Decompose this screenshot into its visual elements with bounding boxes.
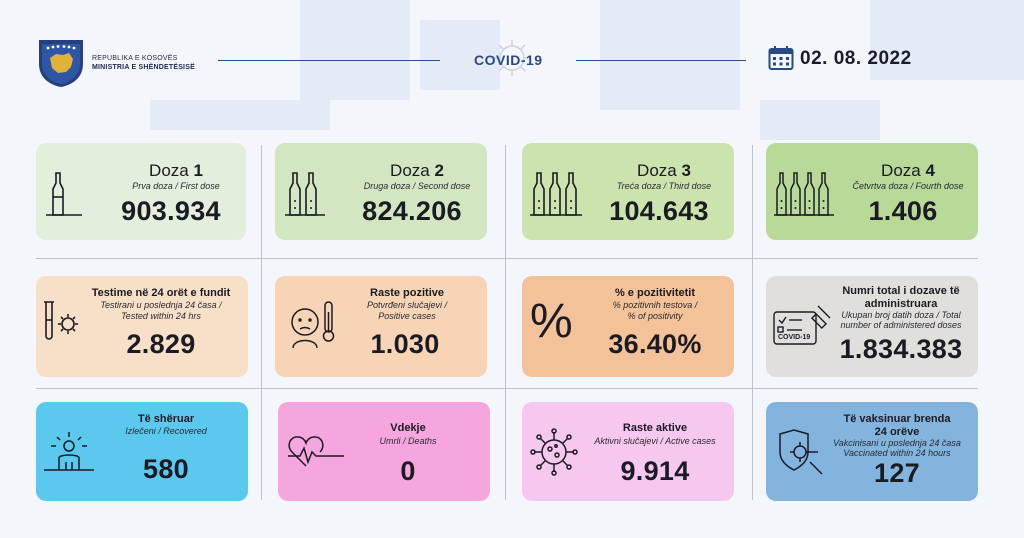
deaths-title: Vdekje [390,422,426,434]
dose-4-card: Doza 4 Četvrtva doza / Fourth dose 1.406 [766,143,978,240]
row-divider [36,258,978,259]
covid-title: COVID-19 [474,52,543,68]
vials-three-icon [530,172,582,216]
dose-title-word: Doza [881,161,921,180]
dose-title-number: 4 [925,161,935,180]
positivity-subtitle-2: % of positivity [627,311,683,321]
dose-1-value: 903.934 [121,196,221,226]
deaths-subtitle: Umrli / Deaths [379,436,437,446]
positivity-card: % % e pozitivitetit % pozitivnih testova… [522,276,734,377]
dose-title-word: Doza [637,161,677,180]
testing-value: 2.829 [126,329,196,359]
testing-title: Testime në 24 orët e fundit [91,287,231,299]
ministry-label: REPUBLIKA E KOSOVËS MINISTRIA E SHËNDETË… [92,55,195,72]
positive-card: Raste pozitive Potvrđeni slučajevi / Pos… [275,276,487,377]
heartbeat-icon [288,436,344,467]
kosovo-emblem-icon [39,40,83,87]
active-cases-value: 9.914 [620,456,690,486]
covid-card-label: COVID-19 [778,334,811,341]
header: REPUBLIKA E KOSOVËS MINISTRIA E SHËNDETË… [0,0,1024,100]
dose-title-number: 3 [681,161,691,180]
dose-1-card: Doza 1 Prva doza / First dose 903.934 [36,143,246,240]
positivity-title: % e pozitivitetit [614,287,696,299]
dose-3-title: Doza 3 [614,161,714,181]
active-cases-title: Raste aktive [622,422,688,434]
dose-4-value: 1.406 [868,196,938,226]
dose-4-title: Doza 4 [858,161,958,181]
testing-card: Testime në 24 orët e fundit Testirani u … [36,276,248,377]
deaths-card: Vdekje Umrli / Deaths 0 [278,402,490,501]
positive-title: Raste pozitive [370,287,444,299]
dose-2-value: 824.206 [362,196,462,226]
dose-3-subtitle: Treća doza / Third dose [616,181,712,191]
dose-title-word: Doza [390,161,430,180]
row-divider [36,388,978,389]
total-doses-card: COVID-19 Numri total i dozave të adminis… [766,276,978,377]
dose-4-subtitle: Četvrtva doza / Fourth dose [852,181,964,191]
positivity-subtitle-1: % pozitivnih testova / [612,300,698,310]
sick-person-thermometer-icon [291,301,335,349]
column-divider [505,145,506,500]
shield-virus-icon [779,429,823,475]
vials-two-icon [285,172,325,216]
active-cases-card: Raste aktive Aktivni slučajevi / Active … [522,402,734,501]
total-doses-subtitle-1: Ukupan broj datih doza / Total [841,310,961,320]
dose-title-number: 1 [193,161,203,180]
testing-subtitle-2: Tested within 24 hrs [121,311,201,321]
recovered-person-icon [44,432,94,471]
vials-four-icon [774,172,834,216]
dose-title-number: 2 [434,161,444,180]
dose-2-subtitle: Druga doza / Second dose [363,181,471,191]
percent-icon: % [530,295,573,348]
vaccinated-title-2: 24 orëve [874,426,920,438]
coronavirus-icon [530,428,578,476]
recovered-subtitle: Izlečeni / Recovered [125,426,207,436]
dose-2-title: Doza 2 [367,161,467,181]
recovered-title: Të shëruar [137,413,195,425]
recovered-value: 580 [143,454,189,484]
report-date: 02. 08. 2022 [800,48,912,69]
total-doses-title-1: Numri total i dozave të [842,285,960,297]
vaccinated-value: 127 [874,458,920,488]
total-doses-subtitle-2: number of administered doses [840,320,962,330]
vaccinated-subtitle-1: Vakcinisani u poslednja 24 časa [833,438,961,448]
dose-title-word: Doza [149,161,189,180]
virus-icon [494,40,530,76]
positive-value: 1.030 [370,329,440,359]
dose-3-card: Doza 3 Treća doza / Third dose 104.643 [522,143,734,240]
dose-2-card: Doza 2 Druga doza / Second dose 824.206 [275,143,487,240]
vaccinated-title-1: Të vaksinuar brenda [843,413,951,425]
positivity-value: 36.40% [608,329,702,359]
ministry-line2: MINISTRIA E SHËNDETËSISË [92,63,195,71]
vial-icon [46,172,82,216]
test-tube-icon [44,301,78,340]
recovered-card: Të shëruar Izlečeni / Recovered 580 [36,402,248,501]
header-divider-left [218,60,440,61]
positive-subtitle-1: Potvrđeni slučajevi / [366,300,448,310]
vaccinated-subtitle-2: Vaccinated within 24 hours [843,448,951,458]
vaccinated-card: Të vaksinuar brenda 24 orëve Vakcinisani… [766,402,978,501]
deaths-value: 0 [400,456,416,486]
positive-subtitle-2: Positive cases [378,311,436,321]
dose-1-title: Doza 1 [126,161,226,181]
header-divider-right [576,60,746,61]
testing-subtitle-1: Testirani u poslednja 24 časa / [100,300,222,310]
column-divider [261,145,262,500]
vaccination-card-icon [773,305,831,345]
dose-3-value: 104.643 [609,196,709,226]
calendar-icon [768,46,794,70]
column-divider [752,145,753,500]
ministry-line1: REPUBLIKA E KOSOVËS [92,55,178,62]
active-cases-subtitle: Aktivni slučajevi / Active cases [594,436,716,446]
dose-1-subtitle: Prva doza / First dose [132,181,220,191]
total-doses-value: 1.834.383 [839,334,963,364]
total-doses-title-2: administruara [864,298,938,310]
